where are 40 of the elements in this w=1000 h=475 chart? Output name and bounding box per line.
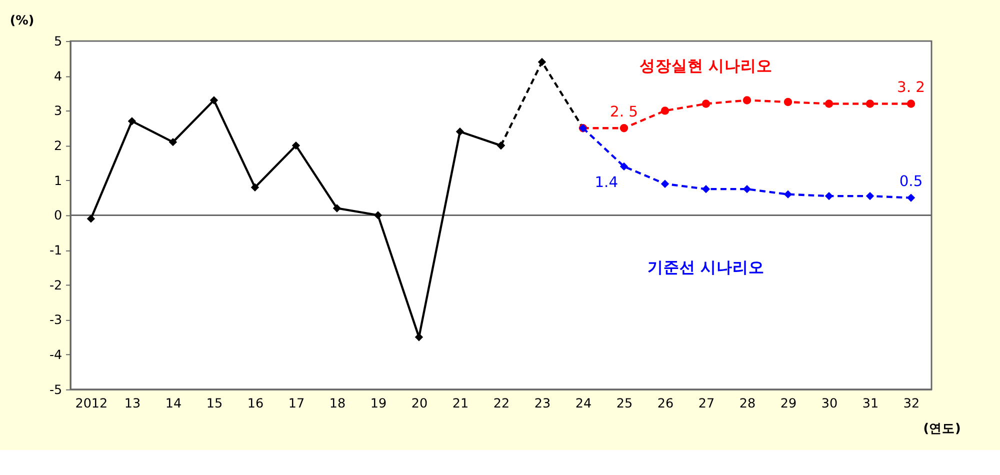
text: 기준선 시나리오	[647, 257, 765, 276]
x-tick-label: 23	[534, 395, 551, 410]
x-tick-label: 14	[165, 395, 182, 410]
y-tick-label: 0	[54, 208, 62, 223]
x-tick-label: 32	[903, 395, 920, 410]
x-tick-label: 2012	[75, 395, 108, 410]
x-tick-label: 25	[616, 395, 633, 410]
x-tick-label: 17	[288, 395, 305, 410]
x-tick-label: 24	[575, 395, 592, 410]
x-tick-label: 30	[821, 395, 838, 410]
x-tick-label: 29	[780, 395, 797, 410]
x-tick-label: 27	[698, 395, 715, 410]
y-tick-label: -5	[49, 382, 62, 397]
y-tick-label: 5	[54, 33, 62, 48]
y-tick-label: -2	[49, 277, 62, 292]
x-tick-label: 22	[493, 395, 510, 410]
y-tick-label: 2	[54, 138, 62, 153]
series-label: 성장실현 시나리오	[639, 56, 773, 75]
x-tick-label: 13	[124, 395, 141, 410]
x-tick-label: 16	[247, 395, 264, 410]
data-label: 2. 5	[610, 103, 638, 120]
data-label: 0.5	[899, 173, 923, 190]
data-label: 3. 2	[897, 79, 925, 96]
y-tick-label: 1	[54, 172, 62, 188]
data-label: 1.4	[594, 174, 618, 191]
y-tick-label: 3	[54, 103, 62, 118]
y-tick-label: -3	[49, 312, 62, 328]
y-axis-title: (%)	[10, 12, 34, 28]
x-tick-label: 19	[370, 395, 387, 410]
x-tick-label: 26	[657, 395, 674, 410]
y-tick-label: 4	[54, 68, 62, 84]
x-tick-label: 18	[329, 395, 346, 410]
x-tick-label: 15	[206, 395, 223, 410]
y-tick-label: -4	[49, 346, 62, 362]
x-tick-label: 28	[739, 395, 756, 410]
x-tick-label: 21	[452, 395, 469, 410]
x-tick-label: 31	[862, 395, 879, 410]
x-tick-label: 20	[411, 395, 428, 410]
y-tick-label: -1	[49, 242, 62, 258]
x-axis-title: (연도)	[923, 420, 961, 436]
